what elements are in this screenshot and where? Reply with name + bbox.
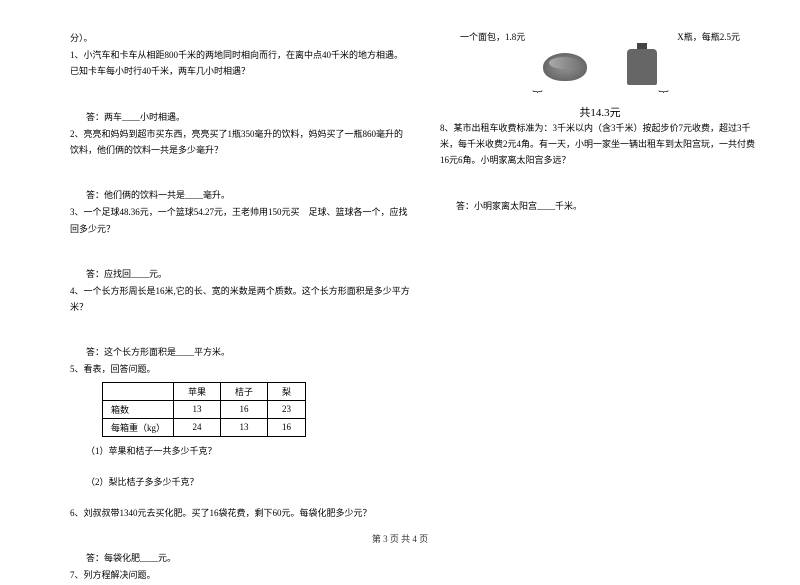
table-cell: 每箱重（kg） xyxy=(103,418,174,436)
brace-icon: ︸ ︸ xyxy=(440,87,760,102)
question-3: 3、一个足球48.36元，一个篮球54.27元，王老帅用150元买 足球、篮球各… xyxy=(70,204,410,236)
bottle-icon xyxy=(627,49,657,85)
question-6: 6、刘叔叔带1340元去买化肥。买了16袋花费，剩下60元。每袋化肥多少元？ xyxy=(70,505,410,521)
table-header-row: 苹果 桔子 梨 xyxy=(103,382,306,400)
table-cell: 桔子 xyxy=(221,382,268,400)
table-cell: 24 xyxy=(174,418,221,436)
total-label: 共14.3元 xyxy=(440,104,760,120)
question-4: 4、一个长方形周长是16米,它的长、宽的米数是两个质数。这个长方形面积是多少平方… xyxy=(70,283,410,315)
table-cell: 箱数 xyxy=(103,400,174,418)
table-cell: 13 xyxy=(174,400,221,418)
table-row: 每箱重（kg） 24 13 16 xyxy=(103,418,306,436)
left-column: 分）。 1、小汽车和卡车从相距800千米的两地同时相向而行，在离中点40千米的地… xyxy=(70,30,410,585)
answer-6: 答：每袋化肥____元。 xyxy=(70,550,410,566)
table-cell: 16 xyxy=(221,400,268,418)
question-2: 2、亮亮和妈妈到超市买东西，亮亮买了1瓶350毫升的饮料，妈妈买了一瓶860毫升… xyxy=(70,126,410,158)
table-cell: 梨 xyxy=(268,382,306,400)
table-cell: 23 xyxy=(268,400,306,418)
bread-icon xyxy=(543,53,587,81)
table-cell: 13 xyxy=(221,418,268,436)
answer-4: 答：这个长方形面积是____平方米。 xyxy=(70,344,410,360)
section-title-suffix: 分）。 xyxy=(70,30,410,46)
table-cell: 苹果 xyxy=(174,382,221,400)
item-images xyxy=(440,49,760,85)
item-labels: 一个面包，1.8元 X瓶，每瓶2.5元 xyxy=(440,30,760,43)
table-cell xyxy=(103,382,174,400)
question-1: 1、小汽车和卡车从相距800千米的两地同时相向而行，在离中点40千米的地方相遇。… xyxy=(70,47,410,79)
page-content: 分）。 1、小汽车和卡车从相距800千米的两地同时相向而行，在离中点40千米的地… xyxy=(0,0,800,585)
answer-1: 答：两车____小时相遇。 xyxy=(70,109,410,125)
question-5-1: （1）苹果和桔子一共多少千克？ xyxy=(70,443,410,459)
answer-8: 答：小明家离太阳宫____千米。 xyxy=(440,198,760,214)
table-cell: 16 xyxy=(268,418,306,436)
data-table: 苹果 桔子 梨 箱数 13 16 23 每箱重（kg） 24 13 16 xyxy=(102,382,306,437)
question-5-2: （2）梨比桔子多多少千克？ xyxy=(70,474,410,490)
answer-3: 答：应找回____元。 xyxy=(70,266,410,282)
question-5: 5、看表，回答问题。 xyxy=(70,361,410,377)
page-footer: 第 3 页 共 4 页 xyxy=(0,532,800,545)
question-7: 7、列方程解决问题。 xyxy=(70,567,410,583)
bread-label: 一个面包，1.8元 xyxy=(460,30,525,43)
answer-2: 答：他们俩的饮料一共是____毫升。 xyxy=(70,187,410,203)
table-row: 箱数 13 16 23 xyxy=(103,400,306,418)
bottle-label: X瓶，每瓶2.5元 xyxy=(677,30,740,43)
question-8: 8、某市出租车收费标准为：3千米以内（含3千米）按起步价7元收费，超过3千米，每… xyxy=(440,120,760,169)
right-column: 一个面包，1.8元 X瓶，每瓶2.5元 ︸ ︸ 共14.3元 8、某市出租车收费… xyxy=(440,30,760,585)
